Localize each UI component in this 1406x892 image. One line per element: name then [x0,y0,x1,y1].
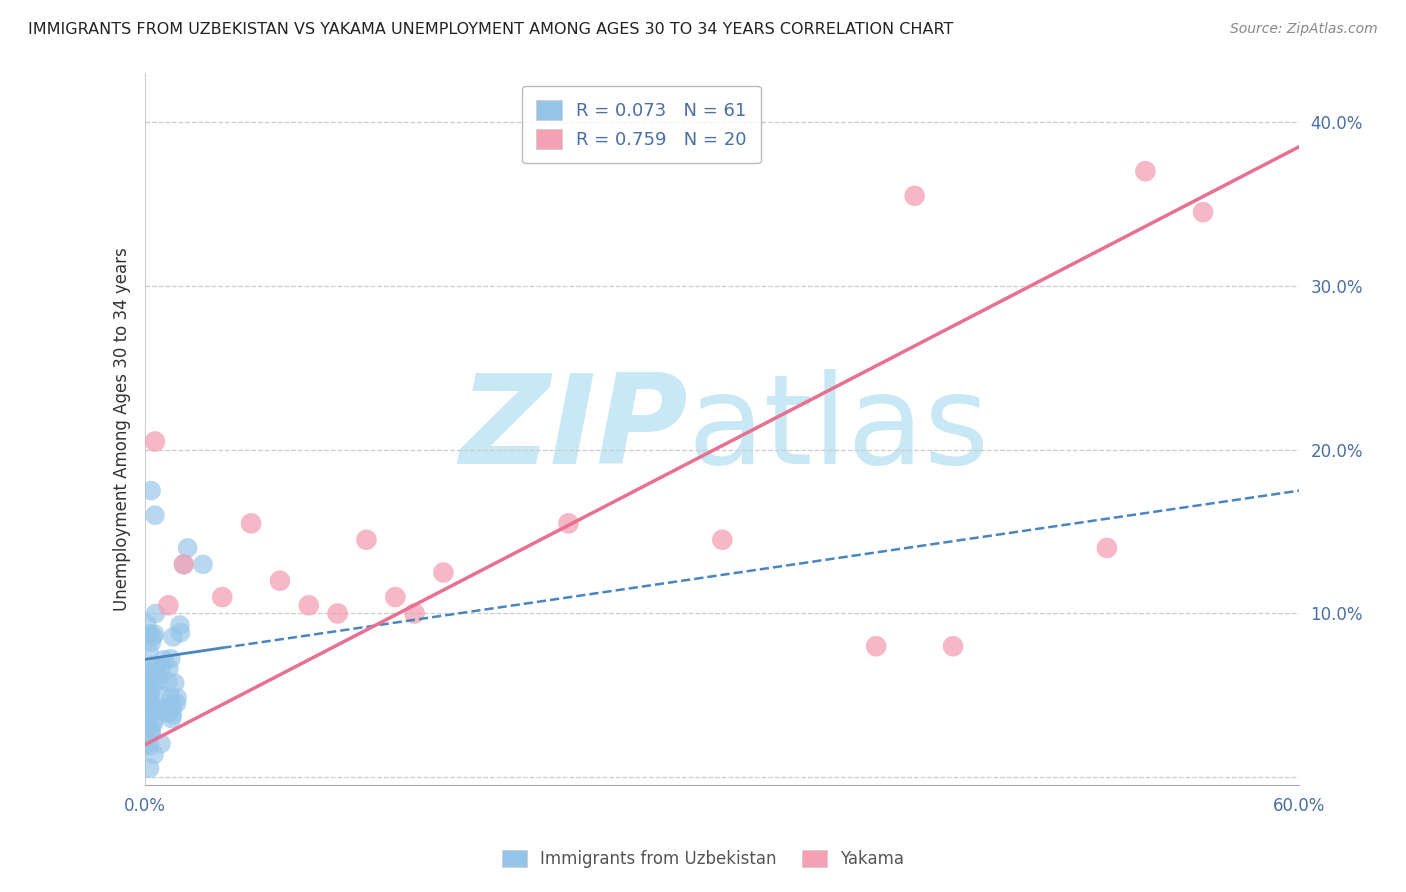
Point [162,700,184,714]
Point [157,599,180,613]
Point [138,645,160,659]
Point [143,627,166,641]
Text: Source: ZipAtlas.com: Source: ZipAtlas.com [1230,22,1378,37]
Point [159,691,181,706]
Point [150,661,173,675]
Text: ZIP: ZIP [458,368,688,490]
Legend: R = 0.073   N = 61, R = 0.759   N = 20: R = 0.073 N = 61, R = 0.759 N = 20 [522,86,761,163]
Point [138,697,160,711]
Point [136,673,159,687]
Point [136,681,159,695]
Point [156,706,179,720]
Point [711,533,734,547]
Point [146,668,169,682]
Point [142,630,165,644]
Point [191,558,214,572]
Point [143,700,166,714]
Point [166,697,188,711]
Point [298,599,321,613]
Point [162,707,184,722]
Point [865,639,887,653]
Point [149,737,172,751]
Point [139,723,162,738]
Point [156,674,179,689]
Point [135,713,157,727]
Point [156,700,179,714]
Point [160,712,183,726]
Legend: Immigrants from Uzbekistan, Yakama: Immigrants from Uzbekistan, Yakama [495,843,911,875]
Point [141,726,163,740]
Point [1192,205,1215,219]
Point [156,702,179,716]
Point [142,714,165,729]
Point [163,676,186,690]
Point [142,715,165,730]
Point [134,737,156,751]
Point [904,189,927,203]
Point [432,566,454,580]
Point [557,516,579,531]
Point [148,673,170,687]
Point [159,652,181,666]
Point [143,747,166,762]
Point [142,700,165,714]
Point [142,658,165,673]
Point [269,574,291,588]
Point [1135,164,1157,178]
Point [240,516,263,531]
Point [169,625,191,640]
Point [136,696,159,710]
Text: IMMIGRANTS FROM UZBEKISTAN VS YAKAMA UNEMPLOYMENT AMONG AGES 30 TO 34 YEARS CORR: IMMIGRANTS FROM UZBEKISTAN VS YAKAMA UNE… [28,22,953,37]
Point [136,684,159,698]
Point [326,607,349,621]
Point [384,590,406,604]
Point [162,630,184,644]
Point [138,761,160,775]
Point [176,541,198,555]
Point [143,434,166,449]
Y-axis label: Unemployment Among Ages 30 to 34 years: Unemployment Among Ages 30 to 34 years [114,247,131,611]
Point [135,665,157,680]
Point [152,704,174,718]
Point [139,483,162,498]
Point [404,607,426,621]
Point [145,607,167,621]
Point [136,671,159,685]
Point [141,681,163,696]
Point [134,731,156,746]
Point [139,688,162,702]
Point [150,689,173,703]
Point [145,660,167,674]
Point [169,618,191,632]
Point [141,635,163,649]
Point [173,558,195,572]
Point [153,653,176,667]
Point [138,707,160,722]
Point [138,739,160,753]
Point [1095,541,1118,555]
Point [211,590,233,604]
Point [356,533,378,547]
Point [141,665,163,680]
Point [157,662,180,676]
Point [139,723,162,737]
Point [166,690,188,705]
Point [942,639,965,653]
Point [143,508,166,523]
Point [135,616,157,631]
Point [173,558,195,572]
Text: atlas: atlas [688,368,990,490]
Point [138,627,160,641]
